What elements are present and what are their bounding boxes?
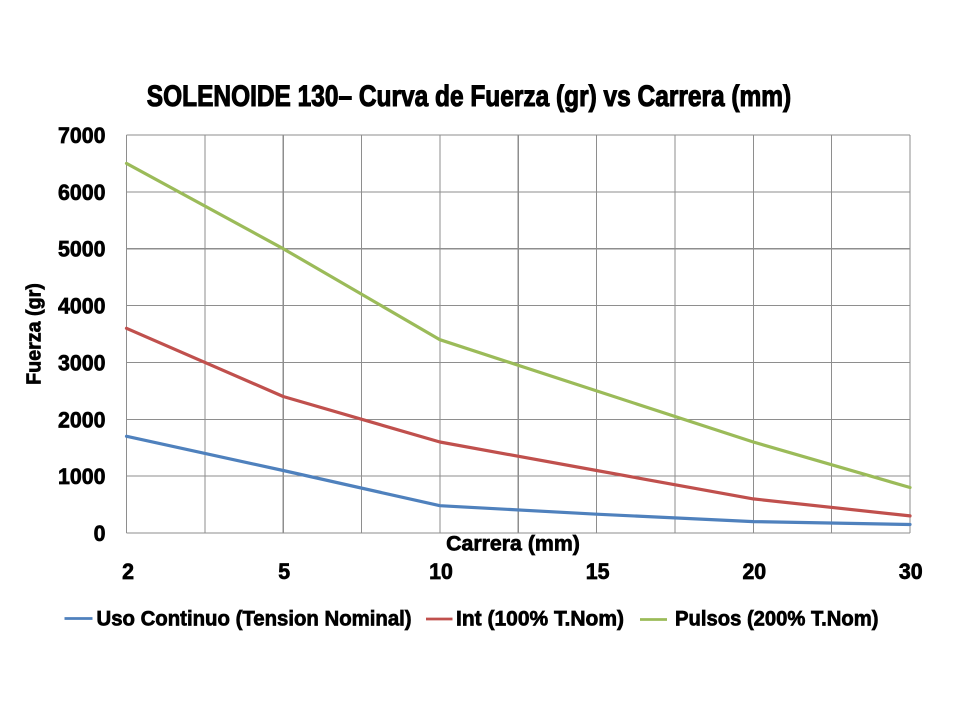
svg-text:Carrera (mm): Carrera (mm): [446, 532, 580, 556]
svg-text:4000: 4000: [58, 293, 105, 318]
svg-text:Int (100% T.Nom): Int (100% T.Nom): [456, 608, 624, 631]
svg-text:SOLENOIDE 130– Curva de Fuerza: SOLENOIDE 130– Curva de Fuerza (gr) vs C…: [147, 79, 791, 113]
svg-text:5000: 5000: [58, 236, 105, 261]
svg-text:Uso Continuo (Tension Nominal): Uso Continuo (Tension Nominal): [97, 607, 412, 630]
svg-text:20: 20: [742, 559, 766, 584]
svg-text:1000: 1000: [58, 464, 105, 489]
svg-text:Fuerza (gr): Fuerza (gr): [23, 283, 45, 385]
svg-text:15: 15: [586, 559, 610, 584]
svg-text:3000: 3000: [58, 350, 105, 375]
svg-text:0: 0: [94, 521, 106, 546]
svg-text:10: 10: [429, 559, 453, 584]
svg-text:2: 2: [122, 559, 134, 584]
svg-text:2000: 2000: [58, 407, 105, 432]
svg-text:5: 5: [278, 559, 290, 584]
svg-text:Pulsos (200% T.Nom): Pulsos (200% T.Nom): [675, 607, 878, 630]
svg-text:6000: 6000: [58, 180, 105, 205]
svg-text:30: 30: [899, 559, 923, 584]
svg-text:7000: 7000: [58, 123, 105, 148]
